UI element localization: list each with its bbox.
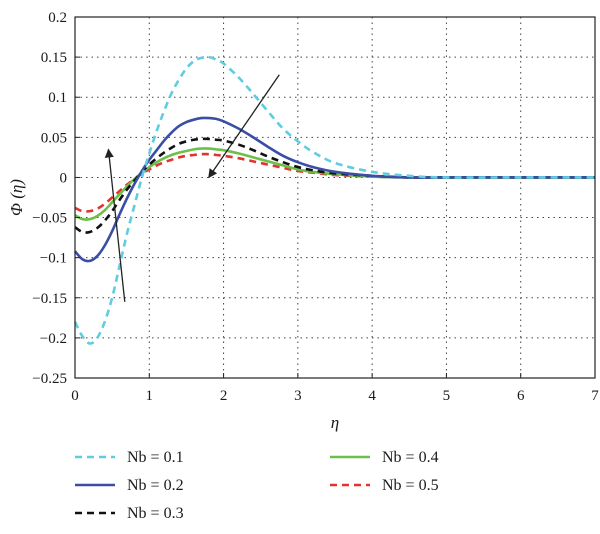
legend: Nb = 0.1 Nb = 0.2 Nb = 0.3 Nb = 0.4 Nb = 0.5 [75,449,439,522]
y-tick-label: −0.25 [32,371,67,387]
legend-label-3: Nb = 0.3 [127,505,184,522]
legend-label-5: Nb = 0.5 [382,477,439,494]
series-layer [73,55,595,345]
y-tick-label: −0.05 [32,211,67,227]
y-tick-label: 0 [60,170,68,186]
y-tick-label: 0.1 [48,90,67,106]
x-tick-label: 1 [146,388,154,404]
annotation-arrow-2 [208,74,280,179]
annotation-layer [104,74,280,302]
x-tick-label: 7 [591,388,599,404]
y-tick-label: −0.2 [40,331,67,347]
y-axis-label: Φ (η) [7,179,26,216]
series-line-1 [73,55,595,345]
y-tick-label: −0.15 [32,291,67,307]
y-tick-label: 0.15 [41,50,67,66]
legend-label-1: Nb = 0.1 [127,449,184,466]
y-tick-label: 0.05 [41,130,67,146]
legend-label-4: Nb = 0.4 [382,449,439,466]
x-tick-label: 0 [71,388,79,404]
annotation-arrow-1 [104,148,126,302]
legend-label-2: Nb = 0.2 [127,477,184,494]
y-tick-label: −0.1 [40,251,67,267]
x-tick-label: 6 [517,388,525,404]
x-axis-label: η [331,413,339,432]
ticks: 0 1 2 3 4 5 6 7 0.2 0.15 0.1 0.05 0 −0.05 −0.1 −0.15 −0.… [32,10,599,404]
series-line-4 [74,147,595,221]
y-tick-label: 0.2 [48,10,67,26]
series-line-2 [74,116,595,263]
plot-frame [74,16,596,379]
x-tick-label: 3 [294,388,302,404]
x-tick-label: 4 [368,388,376,404]
x-tick-label: 5 [443,388,451,404]
grid [75,17,595,378]
x-tick-label: 2 [220,388,228,404]
